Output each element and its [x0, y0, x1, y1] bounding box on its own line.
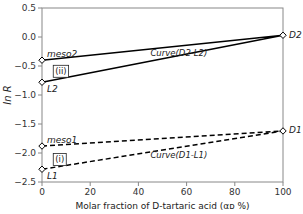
- y-tick-label: −0.5: [14, 61, 36, 71]
- point-marker: [39, 57, 45, 63]
- series-line: [42, 131, 283, 169]
- curve-label: Curve(D2-L2): [150, 48, 207, 58]
- y-tick-label: −2.0: [14, 148, 36, 158]
- point-marker: [280, 128, 286, 134]
- x-tick: [90, 182, 91, 186]
- x-tick-label: 20: [84, 187, 96, 197]
- point-marker: [39, 143, 45, 149]
- y-tick: [38, 182, 42, 183]
- point-label: meso2: [47, 49, 77, 59]
- point-label: D2: [289, 30, 302, 40]
- curve-label: Curve(D1-L1): [150, 150, 207, 160]
- x-tick-label: 80: [229, 187, 241, 197]
- y-tick: [38, 124, 42, 125]
- x-axis-label: Molar fraction of D-tartaric acid (αᴅ %): [75, 201, 249, 211]
- y-tick-label: −2.5: [14, 177, 36, 187]
- point-label: meso1: [47, 135, 77, 145]
- callout-box: [53, 153, 66, 165]
- series-line: [42, 35, 283, 82]
- x-tick: [234, 182, 235, 186]
- chart: 0 20 40 60 80 100 −2.5 −2.0 −1.5 −1.0 −0.5 0.0 0.5 Mo…: [0, 0, 303, 214]
- y-tick: [38, 37, 42, 38]
- y-tick: [38, 153, 42, 154]
- plot-area: [39, 32, 286, 172]
- x-tick-label: 60: [181, 187, 193, 197]
- plot-frame: [42, 8, 283, 182]
- x-tick-label: 100: [274, 187, 291, 197]
- callout-label: (i): [55, 154, 64, 164]
- y-tick: [38, 66, 42, 67]
- point-label: L2: [47, 84, 58, 94]
- callout-label: (ii): [55, 66, 66, 76]
- x-tick: [42, 182, 43, 186]
- point-label: L1: [47, 171, 58, 181]
- point-label: D1: [289, 125, 302, 135]
- y-tick-label: 0.5: [22, 3, 36, 13]
- x-tick: [283, 182, 284, 186]
- callout: (i): [53, 153, 66, 165]
- y-tick-label: −1.5: [14, 119, 36, 129]
- point-marker: [39, 166, 45, 172]
- y-tick: [38, 8, 42, 9]
- y-axis-label: ln R: [2, 85, 13, 104]
- x-tick-label: 0: [39, 187, 45, 197]
- x-tick-label: 40: [133, 187, 145, 197]
- x-tick: [138, 182, 139, 186]
- y-tick-label: 0.0: [22, 32, 37, 42]
- callout: (ii): [53, 65, 68, 77]
- point-marker: [39, 79, 45, 85]
- y-tick: [38, 95, 42, 96]
- callout-box: [53, 65, 68, 77]
- point-marker: [280, 32, 286, 38]
- y-tick-label: −1.0: [14, 90, 36, 100]
- x-tick: [186, 182, 187, 186]
